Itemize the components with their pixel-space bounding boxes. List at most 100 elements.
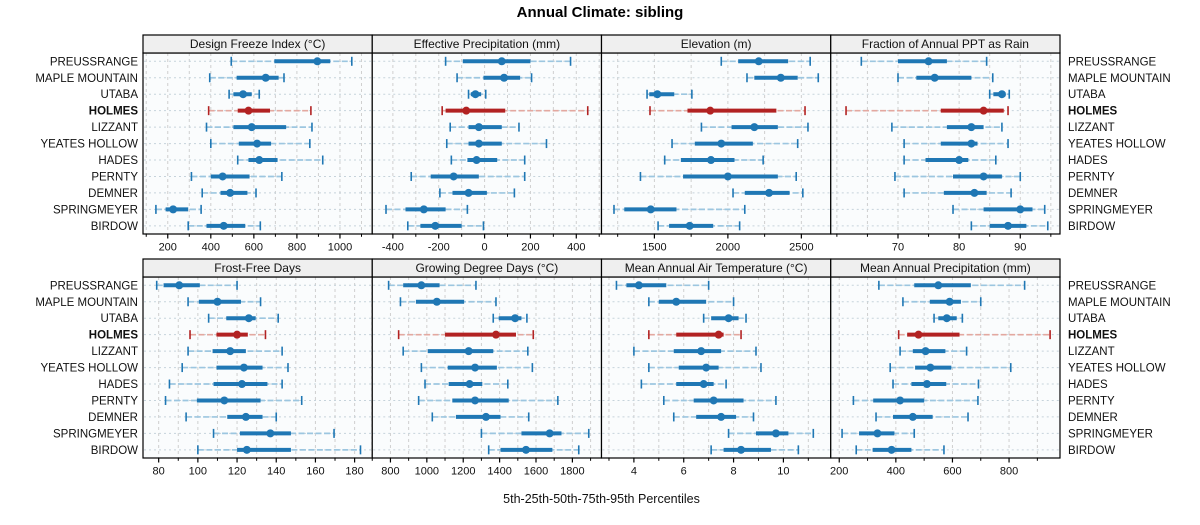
median-dot [926,363,935,372]
median-dot [979,172,988,181]
median-dot [471,396,480,405]
median-dot [717,412,726,421]
strip-title: Mean Annual Air Temperature (°C) [625,261,808,275]
percentile-bar-preussrange [387,280,477,290]
tick-label: 400 [567,242,585,254]
station-label-right-maple-mountain: MAPLE MOUNTAIN [1068,73,1171,85]
station-label-right-lizzant: LIZZANT [1068,346,1115,358]
median-dot [419,205,428,214]
median-dot [653,90,662,99]
percentile-bar-lizzant [402,346,529,356]
tick-label: 1200 [451,466,475,478]
percentile-bar-yeates-hollow [648,363,762,373]
tick-label: 200 [830,466,848,478]
percentile-bar-pernty [662,395,777,405]
percentile-bar-springmeyer [952,204,1046,214]
tick-label: 200 [159,242,177,254]
percentile-bar-utaba [207,313,279,323]
median-dot [930,73,939,82]
percentile-bar-demner [185,412,278,422]
median-dot [714,330,723,339]
median-dot [511,314,520,323]
percentile-bar-lizzant [187,346,283,356]
station-label-left-pernty: PERNTY [91,395,138,407]
station-label-right-utaba: UTABA [1068,313,1106,325]
percentile-bar-lizzant [633,346,757,356]
median-dot [887,445,896,454]
percentile-bar-holmes [845,106,1009,116]
station-label-left-springmeyer: SPRINGMEYER [53,428,138,440]
median-dot [724,314,733,323]
chart-title: Annual Climate: sibling [516,4,684,21]
percentile-bar-demner [875,412,969,422]
median-dot [750,123,759,132]
percentile-bar-lizzant [891,122,1003,132]
percentile-bar-springmeyer [480,428,590,438]
median-dot [220,396,229,405]
percentile-bar-birdow [487,445,580,455]
percentile-bar-birdow [710,445,800,455]
median-dot [545,429,554,438]
percentile-bar-maple-mountain [456,73,533,83]
strip-title: Mean Annual Precipitation (mm) [860,261,1031,275]
percentile-bar-springmeyer [727,428,815,438]
median-dot [685,221,694,230]
tick-label: 1600 [524,466,548,478]
median-dot [709,396,718,405]
percentile-bar-birdow [657,221,741,231]
median-dot [253,139,262,148]
strip-title: Growing Degree Days (°C) [415,261,558,275]
tick-label: 6 [681,466,687,478]
percentile-bar-holmes [397,330,535,340]
median-dot [471,363,480,372]
tick-label: 80 [953,242,965,254]
median-dot [646,205,655,214]
station-label-right-demner: DEMNER [1068,412,1118,424]
median-dot [945,297,954,306]
percentile-bar-springmeyer [385,204,469,214]
median-dot [967,139,976,148]
percentile-bar-demner [672,412,755,422]
tick-label: 800 [1000,466,1018,478]
station-label-right-maple-mountain: MAPLE MOUNTAIN [1068,297,1171,309]
percentile-bar-holmes [189,330,267,340]
station-label-left-hades: HADES [98,379,138,391]
percentile-bar-yeates-hollow [889,363,1012,373]
percentile-bar-holmes [441,106,589,116]
strip-title: Fraction of Annual PPT as Rain [862,37,1029,51]
panel-growing-degree-days-c: Growing Degree Days (°C) 800 1000 1200 1400 1… [371,258,603,478]
tick-label: 100 [189,466,207,478]
median-dot [219,221,228,230]
percentile-bar-utaba [492,313,528,323]
tick-label: 10 [777,466,789,478]
median-dot [244,106,253,115]
median-dot [465,380,474,389]
percentile-bar-maple-mountain [902,297,982,307]
percentile-bar-holmes [897,330,1051,340]
median-dot [672,297,681,306]
percentile-bar-hades [663,155,764,165]
station-label-left-preussrange: PREUSSRANGE [50,56,139,68]
station-label-right-pernty: PERNTY [1068,395,1115,407]
median-dot [634,281,643,290]
station-label-right-springmeyer: SPRINGMEYER [1068,428,1153,440]
median-dot [967,123,976,132]
median-dot [266,429,275,438]
median-dot [213,297,222,306]
median-dot [261,73,270,82]
median-dot [521,445,530,454]
strip-header [830,34,1061,54]
percentile-bar-utaba [646,89,693,99]
percentile-bar-yeates-hollow [420,363,534,373]
percentile-bar-preussrange [878,280,1026,290]
median-dot [924,57,933,66]
median-dot [955,156,964,165]
percentile-bar-maple-mountain [746,73,820,83]
x-axis-caption: 5th-25th-50th-75th-95th Percentiles [503,492,700,506]
percentile-bar-springmeyer [613,204,746,214]
station-label-left-holmes: HOLMES [89,330,139,342]
percentile-bar-demner [732,188,804,198]
strip-title: Frost-Free Days [214,261,301,275]
median-dot [896,396,905,405]
